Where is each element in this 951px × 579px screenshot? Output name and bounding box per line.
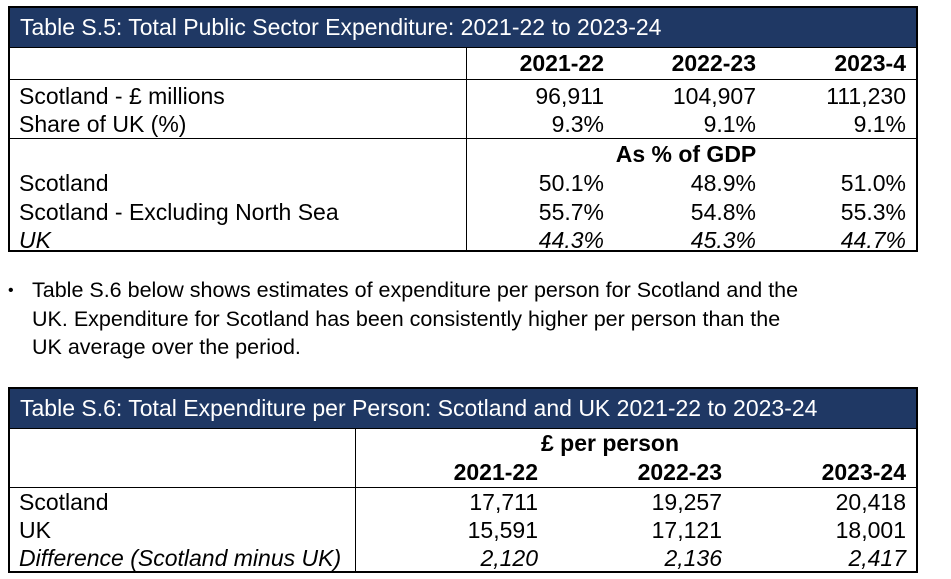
table-s6: Table S.6: Total Expenditure per Person:… (8, 387, 918, 573)
table-row: Scotland 17,711 19,257 20,418 (10, 488, 916, 516)
paragraph-line: Table S.6 below shows estimates of expen… (32, 278, 799, 302)
cell-value: 96,911 (535, 82, 604, 109)
section-header-gdp: As % of GDP (615, 140, 757, 167)
table-row: Difference (Scotland minus UK) 2,120 2,1… (10, 544, 916, 572)
table-s6-divider (355, 429, 356, 571)
table-s6-title: Table S.6: Total Expenditure per Person:… (10, 389, 916, 429)
table-s5-col-header: 2023-4 (834, 50, 906, 76)
cell-value: 51.0% (840, 170, 906, 196)
table-s5-divider (466, 48, 467, 250)
table-row: Share of UK (%) 9.3% 9.1% 9.1% (10, 110, 916, 139)
paragraph-line: UK. Expenditure for Scotland has been co… (32, 306, 781, 331)
table-row: Scotland 50.1% 48.9% 51.0% (10, 169, 916, 198)
row-label: Scotland - £ millions (19, 82, 225, 109)
bullet-marker: • (8, 282, 14, 299)
cell-value: 2,417 (848, 544, 906, 571)
table-row: Scotland - Excluding North Sea 55.7% 54.… (10, 198, 916, 227)
cell-value: 17,711 (469, 488, 538, 515)
table-s5-header-row: 2021-22 2022-23 2023-4 (10, 48, 916, 80)
table-s5-col-header: 2022-23 (671, 50, 756, 76)
table-row: UK 15,591 17,121 18,001 (10, 516, 916, 544)
cell-value: 55.3% (840, 199, 906, 225)
cell-value: 44.7% (840, 227, 906, 253)
cell-value: 54.8% (690, 199, 756, 225)
paragraph-text: Table S.6 below shows estimates of expen… (32, 276, 912, 362)
cell-value: 2,120 (480, 544, 538, 571)
cell-value: 104,907 (672, 82, 756, 109)
cell-value: 44.3% (538, 227, 604, 253)
table-s6-col-header: 2021-22 (453, 458, 538, 485)
table-s6-col-header: 2023-24 (821, 458, 906, 485)
row-label: UK (19, 516, 51, 543)
row-label: Scotland (19, 488, 109, 515)
paragraph-line: UK average over the period. (32, 335, 301, 359)
cell-value: 20,418 (835, 488, 906, 515)
table-row: Scotland - £ millions 96,911 104,907 111… (10, 82, 916, 110)
table-s5: Table S.5: Total Public Sector Expenditu… (8, 6, 918, 254)
cell-value: 15,591 (467, 516, 538, 543)
cell-value: 9.3% (551, 110, 604, 137)
row-label: Scotland (19, 170, 109, 196)
table-s6-header-row: 2021-22 2022-23 2023-24 (10, 457, 916, 488)
table-s5-section-header: As % of GDP (10, 139, 916, 169)
row-label: UK (19, 227, 51, 253)
cell-value: 55.7% (538, 199, 604, 225)
table-s6-col-header: 2022-23 (637, 458, 722, 485)
cell-value: 2,136 (664, 544, 722, 571)
cell-value: 50.1% (538, 170, 604, 196)
row-label: Share of UK (%) (19, 110, 187, 137)
row-label: Scotland - Excluding North Sea (19, 199, 339, 225)
table-s5-col-header: 2021-22 (519, 50, 604, 76)
table-s6-group-header-row: £ per person (10, 429, 916, 457)
cell-value: 111,230 (826, 82, 906, 109)
cell-value: 9.1% (853, 110, 906, 137)
cell-value: 17,121 (651, 516, 722, 543)
cell-value: 9.1% (703, 110, 756, 137)
table-s5-title: Table S.5: Total Public Sector Expenditu… (10, 8, 916, 48)
table-row: UK 44.3% 45.3% 44.7% (10, 227, 916, 254)
cell-value: 48.9% (690, 170, 756, 196)
cell-value: 45.3% (690, 227, 756, 253)
row-label: Difference (Scotland minus UK) (19, 544, 342, 571)
cell-value: 19,257 (651, 488, 722, 515)
group-header-per-person: £ per person (540, 429, 680, 456)
cell-value: 18,001 (835, 516, 906, 543)
